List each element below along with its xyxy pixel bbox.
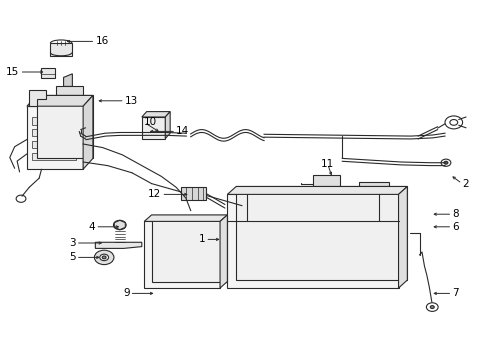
Bar <box>359 182 388 188</box>
Bar <box>227 194 398 288</box>
Text: 14: 14 <box>176 126 189 136</box>
Polygon shape <box>398 186 407 288</box>
Circle shape <box>243 199 264 215</box>
Text: 1: 1 <box>198 234 205 244</box>
Text: 5: 5 <box>69 252 76 262</box>
Circle shape <box>250 204 258 210</box>
Circle shape <box>429 306 433 309</box>
Text: 8: 8 <box>451 209 458 219</box>
Polygon shape <box>29 90 46 106</box>
Polygon shape <box>83 95 93 169</box>
Circle shape <box>443 161 447 164</box>
Bar <box>56 86 83 103</box>
Circle shape <box>100 254 108 261</box>
Text: 6: 6 <box>451 222 458 232</box>
Bar <box>32 117 76 125</box>
Bar <box>32 129 76 136</box>
Text: 13: 13 <box>124 96 138 106</box>
Polygon shape <box>27 95 93 106</box>
Circle shape <box>368 205 374 210</box>
Text: 7: 7 <box>451 288 458 298</box>
Text: 12: 12 <box>148 189 161 199</box>
Bar <box>32 153 76 160</box>
Text: 11: 11 <box>320 159 334 169</box>
Polygon shape <box>95 242 142 248</box>
Text: 9: 9 <box>122 288 129 298</box>
Bar <box>181 187 206 200</box>
Polygon shape <box>236 186 407 280</box>
Circle shape <box>444 116 462 129</box>
Polygon shape <box>63 74 72 86</box>
Bar <box>27 106 83 169</box>
Circle shape <box>440 159 450 166</box>
Circle shape <box>113 220 126 230</box>
Text: 16: 16 <box>95 36 108 46</box>
Polygon shape <box>151 215 227 282</box>
Polygon shape <box>144 215 227 221</box>
Bar <box>41 68 55 78</box>
Circle shape <box>426 303 437 311</box>
Polygon shape <box>220 215 227 288</box>
Text: 3: 3 <box>69 238 76 248</box>
Polygon shape <box>142 112 170 117</box>
Text: 2: 2 <box>461 179 468 189</box>
Bar <box>312 175 339 189</box>
Text: 4: 4 <box>88 222 95 232</box>
Bar <box>144 221 220 288</box>
Text: 10: 10 <box>144 117 157 127</box>
Polygon shape <box>227 186 407 194</box>
Bar <box>142 117 165 139</box>
Circle shape <box>102 256 106 259</box>
Circle shape <box>94 250 114 265</box>
Circle shape <box>362 201 380 214</box>
Polygon shape <box>114 220 125 230</box>
Bar <box>32 141 76 148</box>
Polygon shape <box>165 112 170 139</box>
Circle shape <box>16 195 26 202</box>
Bar <box>50 43 72 56</box>
Polygon shape <box>37 95 93 158</box>
Text: 15: 15 <box>6 67 20 77</box>
Circle shape <box>449 120 457 125</box>
